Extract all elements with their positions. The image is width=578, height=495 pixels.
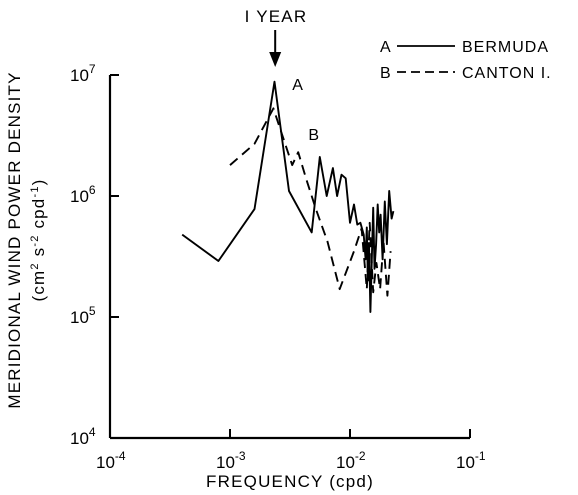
y-unit-sup1: 2	[29, 262, 41, 269]
y-tick-label: 107	[70, 62, 96, 85]
legend: A BERMUDA B CANTON I.	[380, 39, 552, 82]
y-tick-exp: 6	[89, 183, 96, 197]
y-axis-units: (cm2 s-2 cpd-1)	[29, 178, 48, 301]
x-tick-exp: -2	[355, 449, 366, 463]
x-tick-exp: -3	[235, 449, 246, 463]
y-tick-base: 10	[70, 308, 89, 327]
x-tick-base: 10	[96, 453, 115, 472]
y-unit-part1: (cm	[29, 270, 48, 302]
curve-label-b: B	[308, 127, 320, 144]
x-tick-exp: -1	[475, 449, 486, 463]
x-axis-title: FREQUENCY (cpd)	[206, 472, 374, 491]
annotation-arrow-head	[269, 52, 282, 67]
y-tick-label: 104	[70, 425, 96, 448]
y-tick-base: 10	[70, 66, 89, 85]
y-tick-exp: 5	[89, 304, 96, 318]
x-tick-base: 10	[336, 453, 355, 472]
x-tick-exp: -4	[115, 449, 126, 463]
series-group	[181, 80, 395, 313]
y-unit-part4: )	[29, 178, 48, 185]
annotation-label: I YEAR	[245, 7, 308, 26]
y-tick-exp: 7	[89, 62, 96, 76]
y-axis-title-line2: (cm2 s-2 cpd-1)	[29, 178, 48, 301]
legend-name-a: BERMUDA	[462, 39, 549, 56]
x-tick-label: 10-1	[456, 449, 486, 472]
y-unit-sup2: -2	[29, 234, 41, 246]
series-line-b	[229, 107, 392, 297]
curve-label-a: A	[292, 77, 304, 94]
y-tick-exp: 4	[89, 425, 96, 439]
y-unit-part2: s	[29, 247, 48, 263]
series-line-a	[181, 80, 395, 313]
curve-labels: AB	[292, 77, 320, 144]
y-axis-title-line1: MERIDIONAL WIND POWER DENSITY	[5, 71, 24, 408]
x-tick-label: 10-3	[216, 449, 246, 472]
y-axis-title: MERIDIONAL WIND POWER DENSITY	[5, 71, 24, 408]
x-tick-label: 10-2	[336, 449, 366, 472]
x-tick-base: 10	[216, 453, 235, 472]
x-tick-label: 10-4	[96, 449, 126, 472]
legend-key-a: A	[380, 39, 392, 56]
y-unit-part3: cpd	[29, 198, 48, 235]
y-tick-base: 10	[70, 429, 89, 448]
y-tick-base: 10	[70, 187, 89, 206]
x-tick-base: 10	[456, 453, 475, 472]
y-tick-label: 105	[70, 304, 96, 327]
legend-key-b: B	[380, 65, 392, 82]
legend-name-b: CANTON I.	[462, 65, 552, 82]
y-unit-sup3: -1	[29, 185, 41, 197]
y-tick-label: 106	[70, 183, 96, 206]
